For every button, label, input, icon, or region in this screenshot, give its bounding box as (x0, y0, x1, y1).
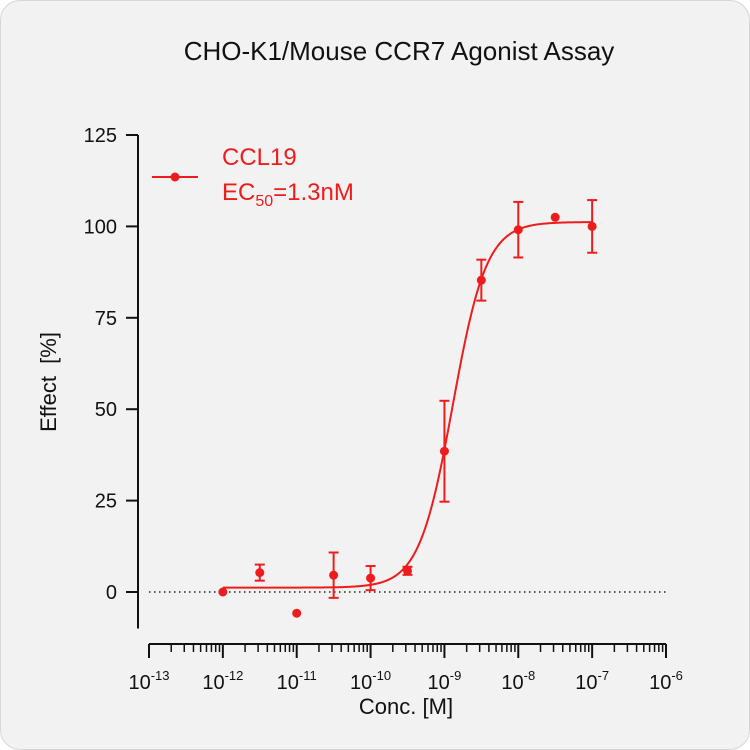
ec50-subscript: 50 (255, 193, 273, 210)
data-point (550, 212, 560, 222)
data-marker (402, 566, 412, 576)
data-marker (366, 573, 376, 583)
x-tick-label: 10-7 (575, 668, 609, 694)
data-marker (439, 446, 449, 456)
data-marker (476, 275, 486, 285)
ec50-value: =1.3nM (273, 179, 354, 206)
data-point (292, 608, 302, 618)
x-axis: 10-13 10-12 10-11 10-10 10-9 10-8 10-7 10-6 (128, 643, 683, 694)
x-tick-label: 10-10 (350, 668, 391, 694)
data-marker (255, 568, 265, 578)
y-tick-label: 25 (95, 491, 117, 513)
x-tick-label: 10-11 (277, 668, 317, 694)
x-tick-label: 10-9 (428, 668, 462, 694)
legend-series-name: CCL19 (222, 144, 297, 171)
x-axis-label: Conc. [M] (359, 694, 453, 719)
y-tick-label: 75 (95, 308, 117, 330)
y-axis-label: Effect [%] (36, 332, 61, 432)
data-point (365, 565, 376, 592)
y-tick-label: 100 (84, 216, 117, 238)
legend-ec50: EC50=1.3nM (222, 179, 354, 210)
data-point (254, 563, 265, 582)
x-tick-label: 10-13 (128, 668, 169, 694)
y-tick-label: 50 (95, 399, 117, 421)
ec50-prefix: EC (222, 179, 255, 206)
data-marker (329, 570, 339, 580)
y-tick-label: 0 (106, 582, 117, 604)
x-tick-label: 10-12 (202, 668, 243, 694)
y-axis: 0 25 50 75 100 125 (84, 125, 139, 629)
data-marker (550, 212, 560, 222)
data-points (218, 199, 598, 618)
data-point (328, 551, 339, 599)
data-point (513, 200, 524, 259)
data-point (439, 399, 450, 503)
data-marker (513, 225, 523, 235)
legend: CCL19 EC50=1.3nM (152, 144, 354, 210)
data-point (218, 587, 228, 597)
data-marker (292, 608, 302, 618)
data-marker (218, 587, 228, 597)
x-tick-label: 10-8 (501, 668, 535, 694)
y-tick-label: 125 (84, 125, 117, 147)
legend-series-marker (170, 172, 180, 182)
data-point (402, 565, 413, 576)
x-tick-label: 10-6 (649, 668, 683, 694)
data-point (476, 258, 487, 302)
data-marker (587, 221, 597, 231)
chart-title: CHO-K1/Mouse CCR7 Agonist Assay (184, 36, 615, 66)
data-point (587, 199, 598, 254)
fit-curve (222, 221, 593, 589)
